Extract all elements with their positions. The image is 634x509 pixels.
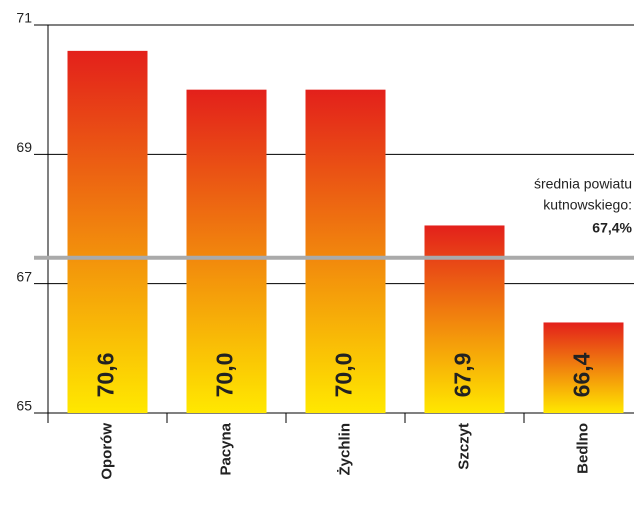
bar (186, 89, 267, 414)
x-tick-label: Szczyt (455, 423, 472, 470)
value-label: 70,6 (93, 353, 119, 398)
value-label: 66,4 (569, 352, 595, 397)
value-label: 70,0 (212, 353, 238, 398)
x-tick-label: Bedlno (574, 423, 591, 474)
y-tick-label: 67 (16, 268, 32, 284)
x-tick-label: Oporów (98, 423, 115, 480)
annotation: średnia powiatu (534, 176, 632, 192)
bar (305, 89, 386, 414)
x-tick-label: Żychlin (336, 423, 353, 476)
bar (543, 322, 624, 413)
reference-label: 67,4% (592, 220, 632, 236)
y-tick-label: 71 (16, 10, 32, 26)
value-label: 67,9 (450, 353, 476, 398)
bar (67, 50, 148, 413)
annotation: kutnowskiego: (543, 197, 632, 213)
y-tick-label: 69 (16, 139, 32, 155)
x-tick-label: Pacyna (217, 422, 234, 475)
y-tick-label: 65 (16, 398, 32, 414)
value-label: 70,0 (331, 353, 357, 398)
